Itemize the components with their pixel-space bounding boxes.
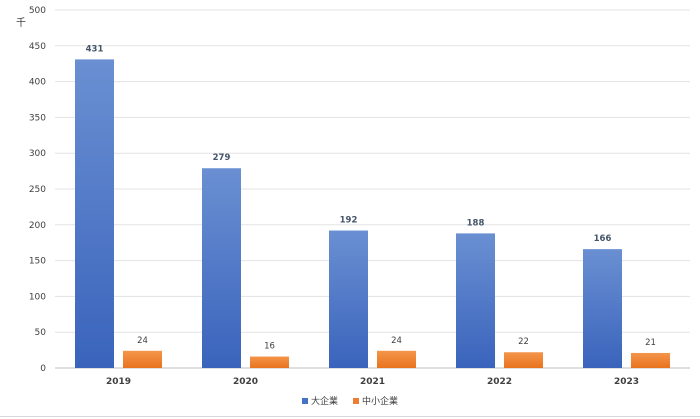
data-label: 192 — [340, 216, 358, 226]
legend-label-sme: 中小企業 — [361, 397, 398, 407]
y-tick-label: 100 — [29, 292, 46, 302]
bar-sme — [631, 352, 670, 368]
x-tick-labels: 2019 2020 2021 2022 2023 — [106, 377, 639, 387]
x-tick-label: 2021 — [360, 377, 385, 387]
data-label: 431 — [86, 44, 104, 54]
y-tick-label: 150 — [29, 257, 46, 267]
data-label: 188 — [467, 218, 485, 228]
x-tick-label: 2020 — [233, 377, 258, 387]
y-tick-label: 200 — [29, 221, 46, 231]
y-tick-label: 450 — [29, 42, 46, 52]
bar-large-companies — [583, 249, 622, 368]
bar-sme — [504, 352, 543, 368]
bar-sme — [250, 356, 289, 368]
y-tick-label: 350 — [29, 113, 46, 123]
legend-swatch-large-companies — [302, 397, 309, 404]
y-tick-labels: 0 50 100 150 200 250 300 350 400 450 500 — [29, 6, 46, 374]
data-label: 279 — [213, 153, 231, 163]
bar-large-companies — [202, 168, 241, 368]
legend-label-large-companies: 大企業 — [311, 397, 339, 407]
x-tick-label: 2022 — [487, 377, 512, 387]
bar-sme — [123, 350, 162, 368]
data-labels: 431 24 279 16 192 24 188 22 166 21 — [86, 44, 656, 351]
bars — [75, 59, 670, 369]
bar-large-companies — [456, 233, 495, 368]
y-tick-label: 500 — [29, 6, 46, 16]
data-label: 16 — [264, 342, 275, 352]
bar-large-companies — [329, 230, 368, 368]
bottom-border — [0, 416, 700, 417]
data-label: 24 — [137, 336, 148, 346]
legend-item-sme: 中小企業 — [352, 394, 398, 407]
data-label: 21 — [645, 338, 656, 348]
y-tick-label: 0 — [40, 364, 46, 374]
x-tick-label: 2023 — [614, 377, 639, 387]
data-label: 166 — [594, 234, 612, 244]
y-tick-label: 250 — [29, 185, 46, 195]
data-label: 22 — [518, 337, 529, 347]
y-tick-label: 300 — [29, 149, 46, 159]
x-tick-label: 2019 — [106, 377, 131, 387]
bar-sme — [377, 350, 416, 368]
data-label: 24 — [391, 336, 402, 346]
y-axis-unit-label: 千 — [16, 18, 26, 29]
legend: 大企業 中小企業 — [0, 394, 700, 407]
y-tick-label: 50 — [35, 328, 47, 338]
bar-large-companies — [75, 59, 114, 369]
legend-item-large-companies: 大企業 — [302, 394, 338, 407]
legend-swatch-sme — [352, 397, 359, 404]
y-tick-label: 400 — [29, 78, 46, 88]
